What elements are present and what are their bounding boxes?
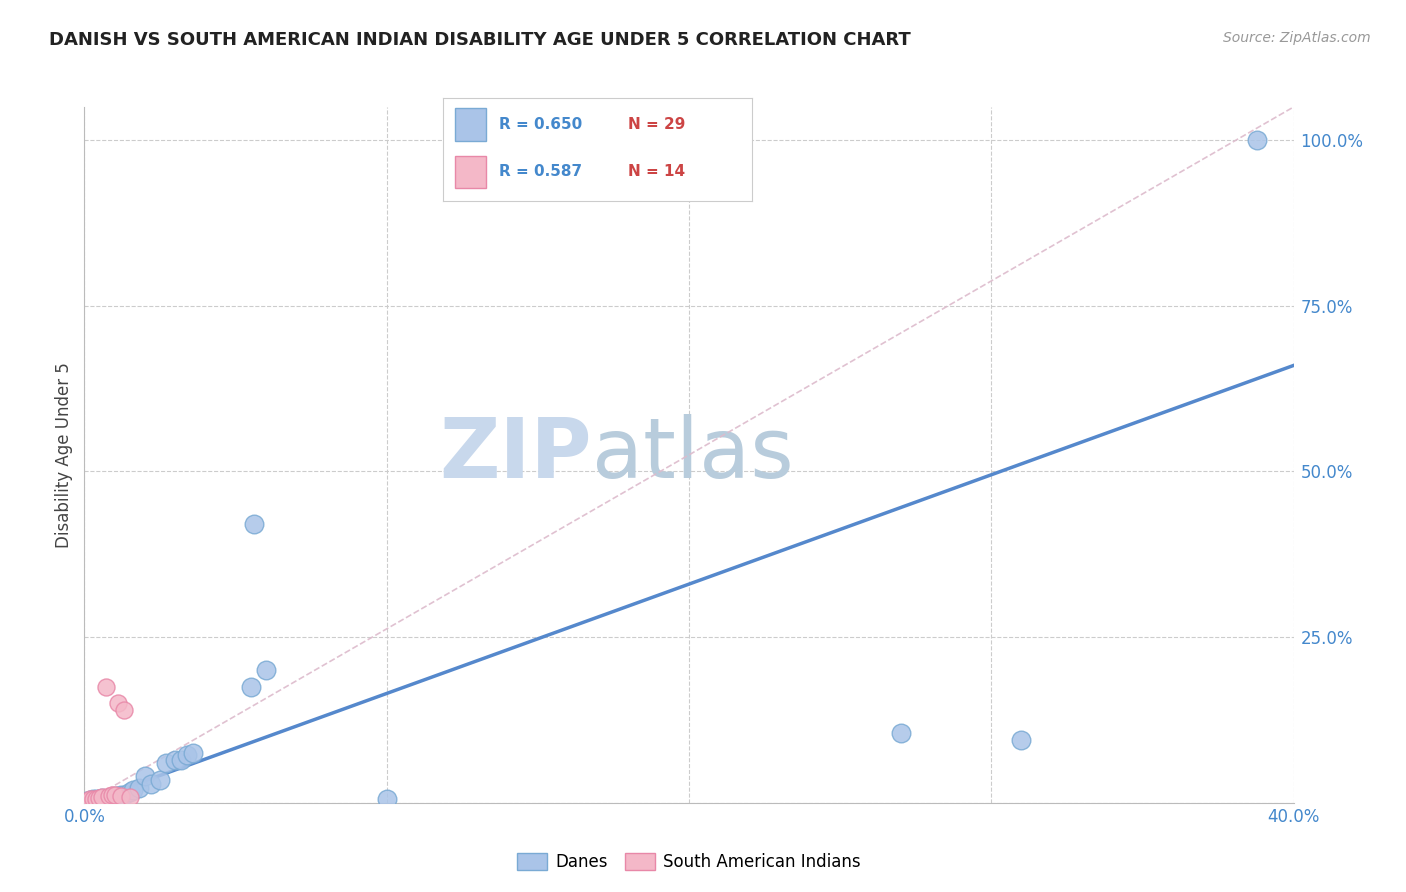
Text: Source: ZipAtlas.com: Source: ZipAtlas.com [1223, 31, 1371, 45]
Point [107, 789, 129, 804]
Point [86, 792, 108, 806]
Point [181, 746, 204, 760]
Point [100, 788, 122, 802]
Point [155, 756, 177, 770]
Point [176, 748, 198, 763]
Point [1011, 732, 1033, 747]
Point [91, 790, 114, 805]
Point [110, 789, 132, 804]
Point [91, 791, 114, 805]
Point [139, 777, 162, 791]
Point [97, 789, 120, 804]
Text: R = 0.650: R = 0.650 [499, 117, 582, 132]
Bar [456, 108, 486, 141]
Point [118, 790, 141, 805]
Y-axis label: Disability Age Under 5: Disability Age Under 5 [55, 362, 73, 548]
Point [134, 769, 156, 783]
Bar [456, 155, 486, 188]
Point [375, 792, 398, 806]
Point [112, 788, 135, 802]
Point [112, 703, 135, 717]
Point [82, 792, 104, 806]
Point [104, 789, 127, 804]
Text: N = 14: N = 14 [628, 164, 686, 179]
Point [76, 794, 98, 808]
Point [149, 772, 172, 787]
Point [79, 793, 101, 807]
Text: ZIP: ZIP [440, 415, 592, 495]
Point [79, 792, 101, 806]
Point [104, 788, 127, 802]
Point [118, 785, 141, 799]
Point [94, 680, 117, 694]
Point [110, 788, 132, 802]
Point [239, 680, 262, 694]
Point [86, 792, 108, 806]
Point [76, 795, 98, 809]
Point [1246, 133, 1268, 147]
Point [100, 790, 122, 805]
Text: R = 0.587: R = 0.587 [499, 164, 582, 179]
Point [165, 753, 187, 767]
Point [254, 663, 277, 677]
Point [89, 792, 111, 806]
Point [89, 791, 111, 805]
Point [242, 517, 264, 532]
Point [107, 697, 129, 711]
Point [890, 726, 912, 740]
Point [128, 781, 150, 796]
Text: N = 29: N = 29 [628, 117, 686, 132]
Text: atlas: atlas [592, 415, 794, 495]
Point [121, 782, 143, 797]
Point [94, 792, 117, 806]
Point [97, 791, 120, 805]
Legend: Danes, South American Indians: Danes, South American Indians [510, 847, 868, 878]
Text: DANISH VS SOUTH AMERICAN INDIAN DISABILITY AGE UNDER 5 CORRELATION CHART: DANISH VS SOUTH AMERICAN INDIAN DISABILI… [49, 31, 911, 49]
Point [170, 753, 193, 767]
Point [82, 792, 104, 806]
